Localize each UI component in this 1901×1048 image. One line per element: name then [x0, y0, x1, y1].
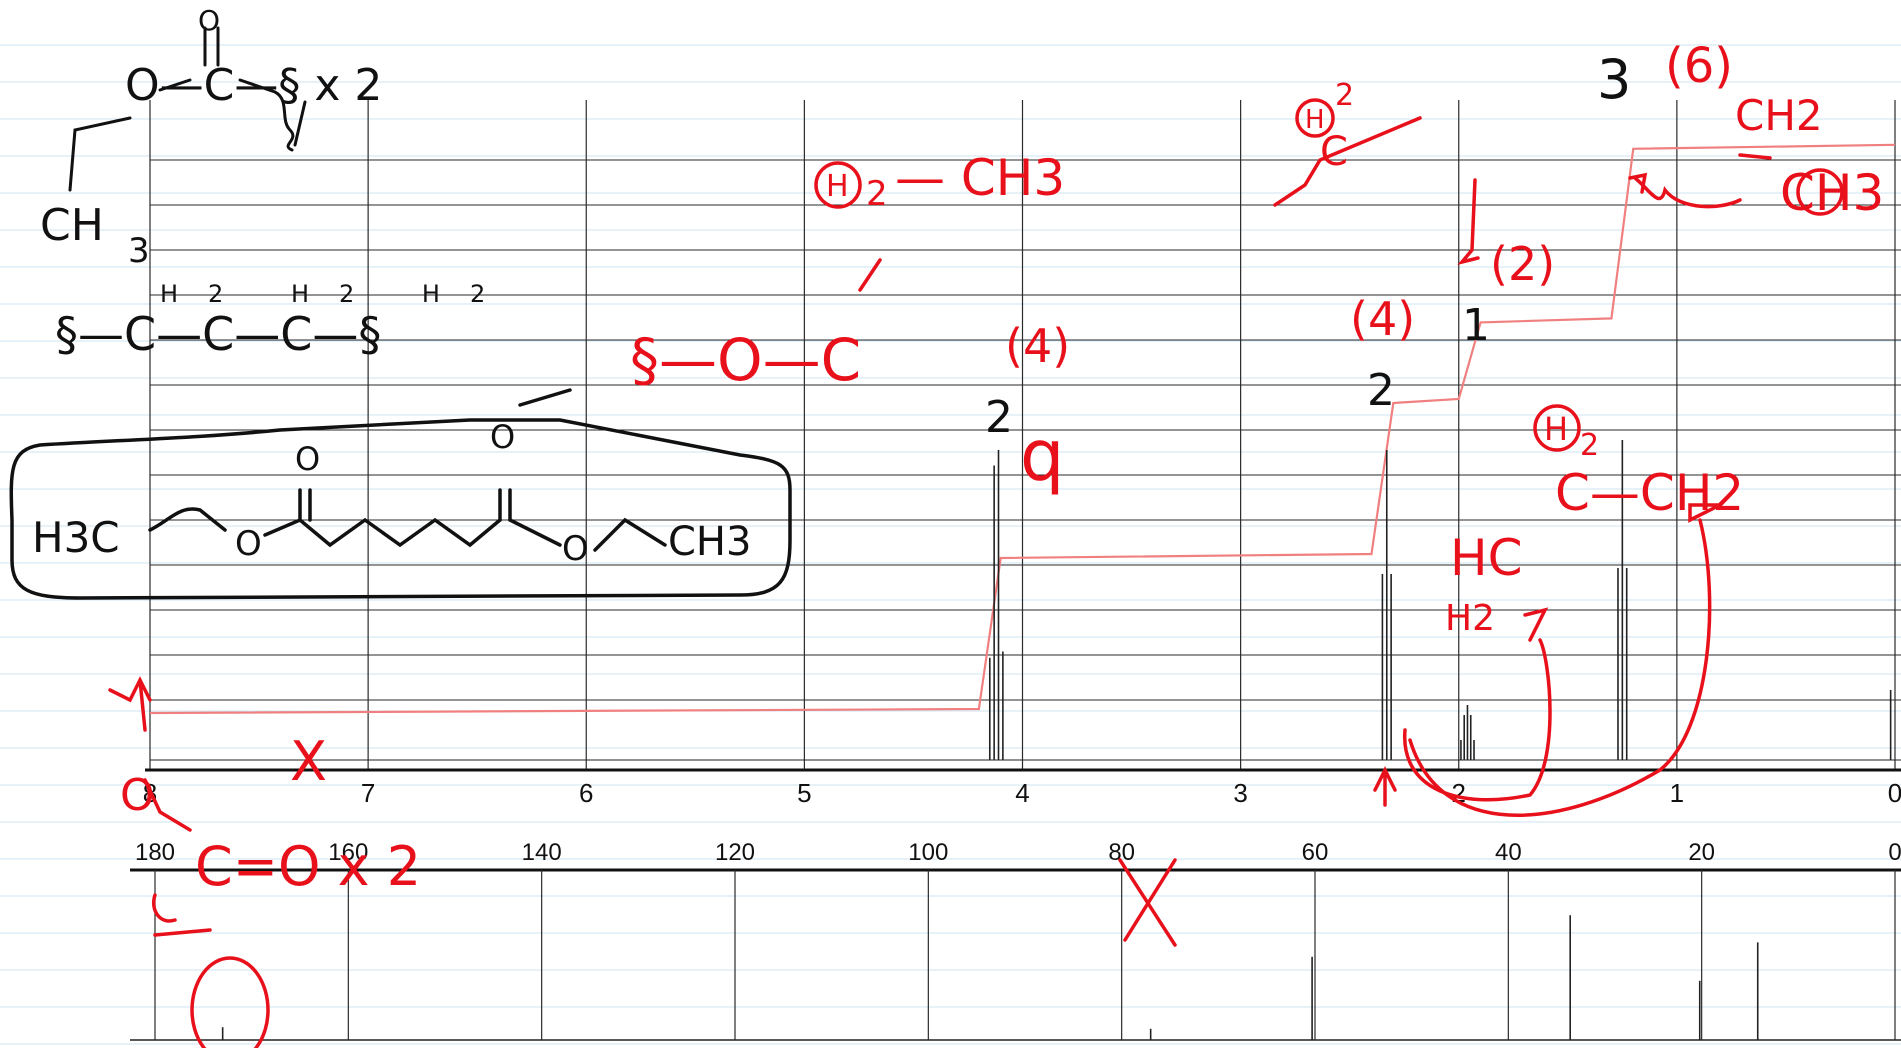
- boxed-o-left: O: [235, 524, 262, 564]
- red-o-chain: §—O—C: [630, 326, 861, 394]
- carbon-tick-label: 60: [1302, 839, 1329, 866]
- ester-o-atom: O: [198, 4, 220, 37]
- red-h-top: H: [1305, 105, 1325, 135]
- red-count-6: (6): [1665, 38, 1733, 94]
- red-ch2-right: CH2: [1735, 91, 1823, 140]
- proton-tick-label: 0: [1888, 778, 1901, 808]
- red-count-2: (2): [1490, 237, 1555, 291]
- red-co-label: C=O x 2: [195, 835, 421, 898]
- red-o-small: O: [120, 770, 155, 821]
- proton-tick-label: 6: [579, 778, 593, 808]
- proton-tick-label: 3: [1233, 778, 1247, 808]
- red-x-mark: X: [290, 730, 327, 793]
- red-q-mark: q: [1020, 415, 1064, 497]
- red-h-circled-right-sub: 2: [1580, 428, 1599, 463]
- proton-tick-label: 1: [1670, 778, 1684, 808]
- proton-peaks: [150, 440, 1901, 761]
- carbon-grid: [130, 868, 1901, 1040]
- red-h-circled-mid: H: [826, 169, 849, 204]
- proton-tick-label: 7: [361, 778, 375, 808]
- ester-fragment-sketch: [68, 26, 307, 192]
- carbon-tick-label: 120: [715, 839, 755, 866]
- carbon-tick-labels: 180 160 140 120 100 80 60 40 20 0: [135, 839, 1901, 866]
- boxed-structure: [9, 388, 792, 600]
- chain-fragment-text: §—C—C—C—§: [55, 307, 381, 361]
- proton-tick-label: 4: [1015, 778, 1029, 808]
- carbon-tick-label: 160: [328, 839, 368, 866]
- integration-label-1: 1: [1462, 300, 1490, 351]
- red-strokes: [108, 98, 1844, 1048]
- integration-label-3: 3: [1597, 48, 1631, 111]
- proton-integral-curve: [149, 143, 1896, 715]
- carbon-peaks: [130, 915, 1901, 1041]
- red-h-top-sub: 2: [1335, 78, 1354, 113]
- red-count-4a: (4): [1005, 319, 1070, 373]
- red-ch3-right: CH3: [1780, 164, 1884, 222]
- integration-label-2a: 2: [985, 392, 1013, 443]
- carbon-tick-label: 40: [1495, 839, 1522, 866]
- ester-ch3-sub: 3: [128, 231, 150, 271]
- proton-grid: [145, 100, 1901, 772]
- integration-label-2b: 2: [1367, 365, 1395, 416]
- carbon-tick-label: 0: [1888, 839, 1901, 866]
- proton-tick-label: 5: [797, 778, 811, 808]
- red-count-4b: (4): [1350, 292, 1415, 346]
- ester-fragment-text: O—C—§ x 2: [125, 60, 382, 111]
- carbon-tick-label: 20: [1688, 839, 1715, 866]
- red-h2-sub-mid: 2: [866, 174, 888, 214]
- boxed-o-top-left: O: [295, 440, 320, 478]
- boxed-ch3: CH3: [668, 519, 751, 565]
- carbon-tick-label: 100: [908, 839, 948, 866]
- proton-integral-path: [149, 143, 1896, 715]
- boxed-o-top-right: O: [490, 418, 515, 456]
- red-h-circled-right: H: [1544, 410, 1568, 448]
- red-hc-label: HC: [1450, 529, 1523, 587]
- carbon-tick-label: 180: [135, 839, 175, 866]
- boxed-h3c: H3C: [32, 513, 120, 562]
- red-c-top: C: [1320, 129, 1348, 175]
- ester-ch3-text: CH: [40, 200, 104, 251]
- red-h2-bottom: H2: [1445, 598, 1495, 639]
- chain-h2-labels: H2 H2 H2: [160, 280, 515, 308]
- red-ch2-chain: C—CH2: [1555, 464, 1744, 522]
- boxed-o-right: O: [562, 529, 589, 569]
- carbon-tick-label: 140: [522, 839, 562, 866]
- red-ch3-mid: — CH3: [895, 149, 1065, 207]
